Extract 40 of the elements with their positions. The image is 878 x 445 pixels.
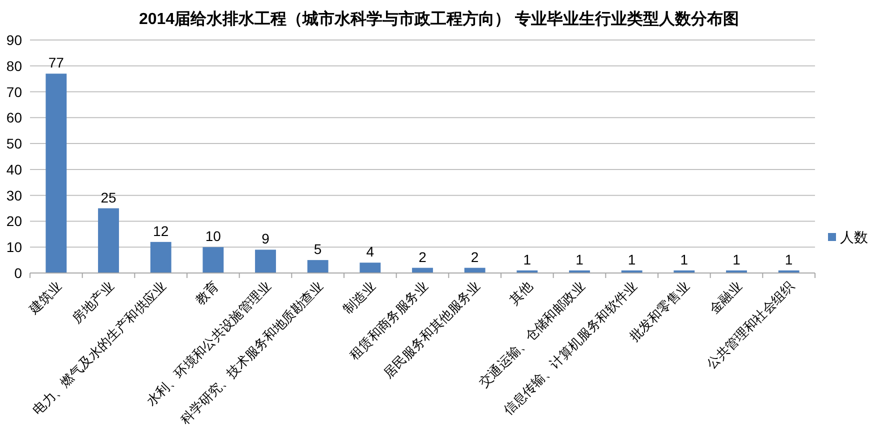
y-tick-label: 40	[6, 161, 22, 178]
data-label: 5	[314, 241, 322, 258]
y-tick-label: 80	[6, 58, 22, 74]
y-tick-label: 20	[6, 213, 22, 230]
x-tick-label: 其他	[506, 278, 536, 308]
data-label: 1	[680, 251, 688, 268]
x-tick-label: 房地产业	[69, 278, 117, 326]
x-tick-label: 教育	[192, 278, 222, 308]
data-label: 1	[523, 251, 532, 268]
bar	[150, 242, 172, 273]
y-tick-label: 10	[6, 239, 22, 256]
data-label: 10	[205, 228, 222, 244]
data-label: 1	[576, 251, 584, 268]
bar	[360, 262, 381, 273]
chart-title: 2014届给水排水工程（城市水科学与市政工程方向） 专业毕业生行业类型人数分布图	[138, 9, 740, 28]
bar	[46, 74, 67, 273]
data-label: 2	[470, 248, 479, 265]
data-label: 12	[153, 222, 169, 239]
y-tick-label: 90	[6, 32, 22, 48]
y-tick-label: 0	[14, 265, 22, 281]
bar	[255, 250, 276, 273]
data-label: 2	[418, 248, 427, 265]
data-label: 77	[48, 54, 64, 71]
bar	[307, 260, 328, 273]
bar	[202, 247, 224, 273]
x-tick-label: 制造业	[340, 278, 378, 317]
bar	[98, 208, 119, 273]
data-label: 4	[366, 244, 374, 260]
x-tick-label: 建筑业	[25, 278, 64, 318]
y-tick-label: 50	[6, 136, 22, 152]
y-tick-label: 60	[6, 110, 22, 126]
data-label: 1	[628, 251, 636, 268]
data-label: 25	[100, 189, 116, 206]
y-tick-label: 30	[6, 187, 22, 204]
data-label: 1	[732, 251, 741, 268]
x-tick-label: 金融业	[706, 278, 745, 317]
legend-label: 人数	[840, 229, 868, 245]
data-label: 9	[262, 230, 270, 247]
data-label: 1	[784, 251, 793, 268]
y-tick-label: 70	[6, 84, 22, 100]
